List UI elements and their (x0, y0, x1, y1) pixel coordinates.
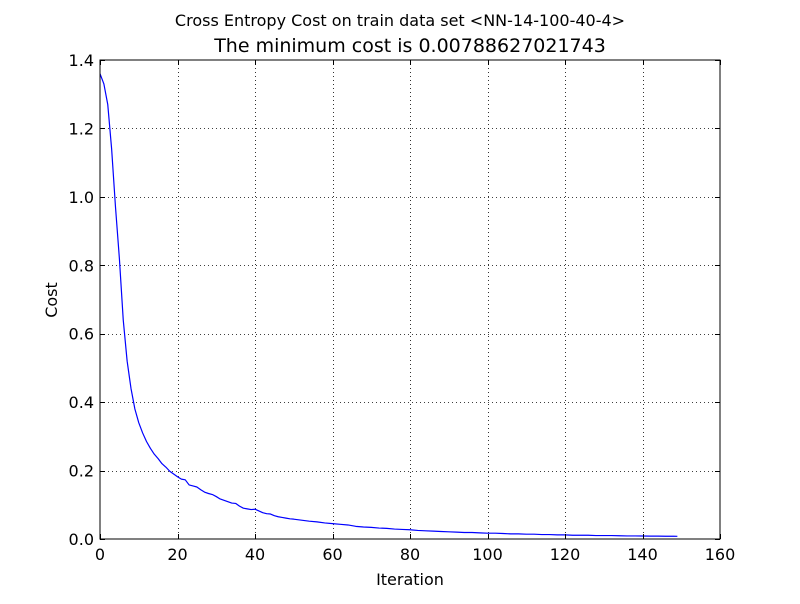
chart-title: The minimum cost is 0.00788627021743 (213, 35, 606, 57)
y-tick-label: 1.2 (69, 119, 94, 138)
y-tick-label: 0.6 (69, 325, 94, 344)
axis-ticks: 0 20 40 60 80 100 120 140 160 0.0 0.2 0.4 0.6 0.8 1.0 1… (69, 51, 736, 564)
series-layer (99, 73, 678, 537)
x-tick-label: 40 (245, 545, 265, 564)
series-line-cost (99, 73, 678, 537)
x-tick-label: 80 (400, 545, 420, 564)
x-tick-label: 60 (322, 545, 342, 564)
y-axis-label: Cost (42, 282, 61, 318)
y-tick-label: 1.0 (69, 188, 94, 207)
x-tick-label: 100 (472, 545, 503, 564)
y-tick-label: 0.0 (69, 530, 94, 549)
chart-suptitle: Cross Entropy Cost on train data set <NN… (175, 11, 625, 30)
y-tick-label: 1.4 (69, 51, 94, 70)
x-tick-label: 20 (167, 545, 187, 564)
y-tick-label: 0.4 (69, 393, 94, 412)
grid (100, 60, 720, 539)
x-axis-label: Iteration (376, 570, 444, 589)
x-tick-label: 140 (627, 545, 658, 564)
y-tick-label: 0.8 (69, 256, 94, 275)
x-tick-label: 160 (705, 545, 736, 564)
x-tick-label: 120 (550, 545, 581, 564)
x-tick-label: 0 (95, 545, 105, 564)
y-tick-label: 0.2 (69, 462, 94, 481)
